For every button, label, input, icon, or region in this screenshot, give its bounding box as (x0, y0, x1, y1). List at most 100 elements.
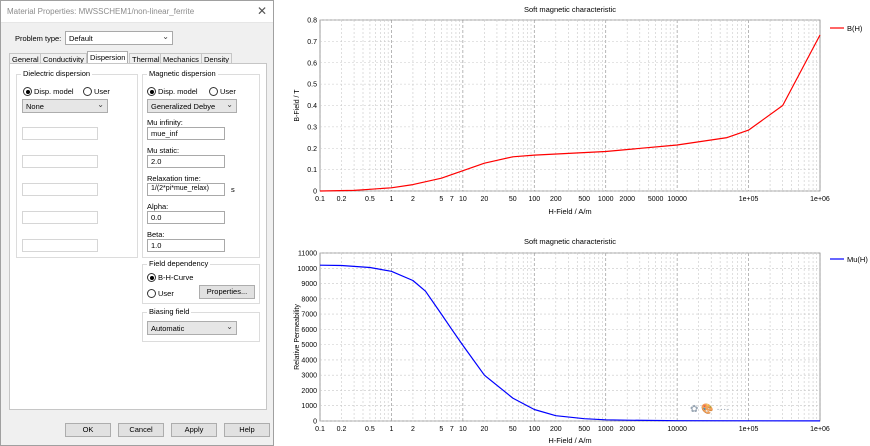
x-tick-label: 2 (411, 426, 415, 433)
x-tick-label: 5000 (648, 196, 664, 203)
problem-type-label: Problem type: (15, 34, 62, 43)
ok-button[interactable]: OK (65, 423, 111, 437)
watermark: ✿ 🎨 ···· (690, 402, 730, 415)
y-tick-label: 0 (313, 189, 317, 196)
x-tick-label: 1e+05 (739, 426, 759, 433)
chart-title: Soft magnetic characteristic (524, 237, 616, 246)
x-tick-label: 10000 (667, 196, 687, 203)
y-axis-label: Relative Permeability (294, 304, 301, 370)
biasing-field-title: Biasing field (147, 307, 192, 316)
biasing-field-select[interactable]: Automatic ⌄ (147, 321, 237, 335)
x-tick-label: 5 (439, 196, 443, 203)
y-tick-label: 0.3 (307, 124, 317, 131)
dielectric-dispersion-title: Dielectric dispersion (21, 69, 93, 78)
x-tick-label: 20 (480, 426, 488, 433)
problem-type-select[interactable]: Default ⌄ (65, 31, 173, 45)
x-tick-label: 2000 (619, 196, 635, 203)
magnetic-dispersion-group: Magnetic dispersion Disp. model User Gen… (142, 69, 260, 258)
close-icon[interactable]: ✕ (256, 4, 267, 18)
x-tick-label: 0.1 (315, 426, 325, 433)
help-button[interactable]: Help (224, 423, 270, 437)
y-tick-label: 0.5 (307, 82, 317, 89)
tab-dispersion[interactable]: Dispersion (87, 51, 129, 64)
beta-input[interactable]: 1.0 (147, 239, 225, 252)
dispersion-panel: Dielectric dispersion Disp. model User N… (9, 63, 267, 410)
x-tick-label: 7 (450, 196, 454, 203)
y-tick-label: 3000 (301, 373, 317, 380)
x-tick-label: 0.1 (315, 196, 325, 203)
x-tick-label: 200 (550, 196, 562, 203)
chevron-down-icon: ⌄ (226, 100, 233, 109)
y-tick-label: 8000 (301, 296, 317, 303)
window-title: Material Properties: MWSSCHEM1/non-linea… (7, 7, 195, 16)
y-tick-label: 0 (313, 419, 317, 426)
problem-type-value: Default (69, 34, 93, 43)
magnetic-user-radio[interactable]: User (209, 87, 236, 96)
y-axis-label: B-Field / T (294, 89, 301, 122)
properties-button[interactable]: Properties... (199, 285, 255, 299)
dielectric-field-4 (22, 211, 98, 224)
mu-infinity-input[interactable]: mue_inf (147, 127, 225, 140)
x-tick-label: 500 (578, 196, 590, 203)
biasing-field-group: Biasing field Automatic ⌄ (142, 307, 260, 342)
bh-chart: 00.10.20.30.40.50.60.70.80.1 0.2 0.5 1 2 5 7 10… (294, 5, 863, 216)
apply-button[interactable]: Apply (171, 423, 217, 437)
x-tick-label: 5 (439, 426, 443, 433)
field-user-radio[interactable]: User (147, 289, 174, 298)
mu-static-label: Mu static: (147, 146, 180, 155)
y-tick-label: 6000 (301, 327, 317, 334)
mu-infinity-label: Mu infinity: (147, 118, 183, 127)
relaxation-time-unit: s (231, 185, 235, 194)
mu-static-input[interactable]: 2.0 (147, 155, 225, 168)
dielectric-field-1 (22, 127, 98, 140)
y-tick-label: 0.1 (307, 167, 317, 174)
bh-curve-radio[interactable]: B-H-Curve (147, 273, 193, 282)
y-tick-label: 0.6 (307, 60, 317, 67)
y-tick-label: 7000 (301, 312, 317, 319)
x-tick-label: 10000 (667, 426, 687, 433)
x-tick-label: 500 (578, 426, 590, 433)
field-dependency-group: Field dependency B-H-Curve User Properti… (142, 259, 260, 304)
relaxation-time-input[interactable]: 1/(2*pi*mue_relax) (147, 183, 225, 196)
dielectric-field-2 (22, 155, 98, 168)
x-tick-label: 50 (509, 426, 517, 433)
x-tick-label: 1e+05 (739, 196, 759, 203)
x-tick-label: 0.2 (337, 426, 347, 433)
magnetic-disp-model-radio[interactable]: Disp. model (147, 87, 198, 96)
x-tick-label: 10 (459, 196, 467, 203)
x-tick-label: 1000 (598, 426, 614, 433)
alpha-input[interactable]: 0.0 (147, 211, 225, 224)
alpha-label: Alpha: (147, 202, 169, 211)
dielectric-disp-model-radio[interactable]: Disp. model (23, 87, 74, 96)
dielectric-user-radio[interactable]: User (83, 87, 110, 96)
x-tick-label: 1e+06 (810, 426, 830, 433)
cancel-button[interactable]: Cancel (118, 423, 164, 437)
plot-area (319, 252, 821, 422)
y-tick-label: 0.7 (307, 39, 317, 46)
magnetic-model-select[interactable]: Generalized Debye ⌄ (147, 99, 237, 113)
chevron-down-icon: ⌄ (226, 322, 233, 331)
dielectric-model-value: None (26, 102, 44, 111)
tab-density[interactable]: Density (201, 53, 233, 64)
y-tick-label: 1000 (301, 403, 317, 410)
y-tick-label: 5000 (301, 342, 317, 349)
x-tick-label: 200 (550, 426, 562, 433)
dielectric-model-select[interactable]: None ⌄ (22, 99, 108, 113)
x-axis-label: H-Field / A/m (548, 207, 591, 216)
series-line (319, 264, 821, 422)
biasing-field-value: Automatic (151, 324, 185, 333)
x-tick-label: 1e+06 (810, 196, 830, 203)
beta-label: Beta: (147, 230, 165, 239)
x-tick-label: 2 (411, 196, 415, 203)
dielectric-field-5 (22, 239, 98, 252)
legend-label: Mu(H) (847, 255, 868, 264)
tab-conductivity[interactable]: Conductivity (40, 53, 87, 64)
x-tick-label: 50 (509, 196, 517, 203)
x-tick-label: 0.5 (365, 426, 375, 433)
series-line (319, 34, 821, 192)
material-properties-dialog: Material Properties: MWSSCHEM1/non-linea… (0, 0, 274, 446)
chart-title: Soft magnetic characteristic (524, 5, 616, 14)
dielectric-field-3 (22, 183, 98, 196)
x-tick-label: 1000 (598, 196, 614, 203)
